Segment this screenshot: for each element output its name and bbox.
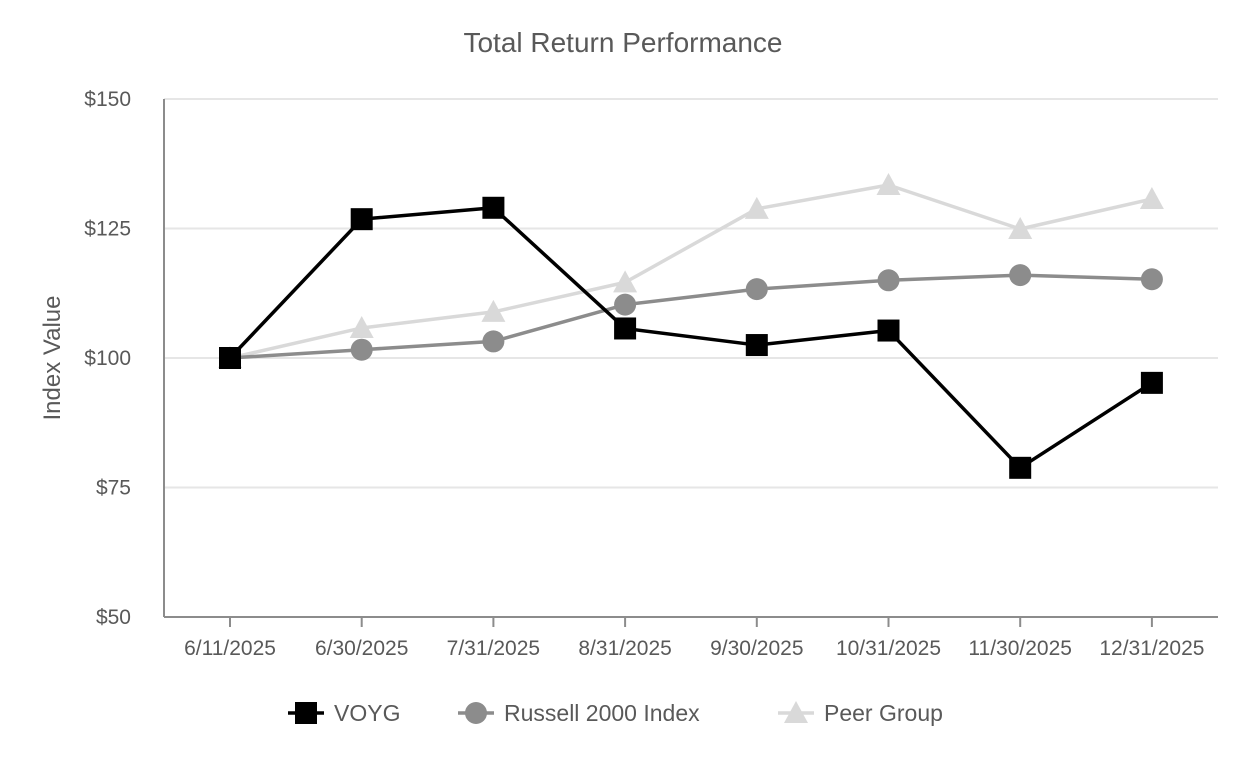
x-tick-label: 11/30/2025 bbox=[968, 637, 1072, 660]
data-point bbox=[1139, 186, 1164, 209]
legend-swatch-marker bbox=[465, 702, 487, 724]
data-point bbox=[744, 196, 769, 219]
series-lines bbox=[218, 172, 1164, 479]
y-tick-label: $100 bbox=[84, 347, 131, 370]
data-point bbox=[1008, 217, 1033, 240]
data-point bbox=[1140, 268, 1163, 291]
axes: $50 $75 $100 $125 $150 6/11/2025 6/30/2025 7/31… bbox=[84, 88, 1218, 660]
series-line bbox=[229, 273, 1152, 360]
legend-label: Peer Group bbox=[824, 700, 943, 726]
data-point bbox=[482, 196, 505, 219]
legend-label: VOYG bbox=[334, 700, 400, 726]
y-axis-title: Index Value bbox=[39, 296, 66, 421]
series-line bbox=[228, 206, 1153, 470]
legend-label: Russell 2000 Index bbox=[504, 700, 700, 726]
gridlines bbox=[164, 98, 1218, 489]
legend-swatch-marker bbox=[295, 702, 317, 724]
data-point bbox=[1009, 264, 1032, 287]
data-point bbox=[349, 315, 374, 338]
data-point bbox=[350, 208, 373, 231]
data-point bbox=[745, 334, 768, 357]
x-tick-label: 7/31/2025 bbox=[447, 637, 540, 660]
legend-item-russell-2000-index: Russell 2000 Index bbox=[458, 700, 700, 726]
series-line bbox=[229, 183, 1153, 360]
data-point bbox=[877, 269, 900, 292]
series-russell-2000-index bbox=[219, 264, 1163, 369]
x-tick-label: 6/30/2025 bbox=[315, 637, 408, 660]
x-tick-label: 9/30/2025 bbox=[710, 637, 803, 660]
data-point bbox=[614, 293, 637, 316]
data-point bbox=[876, 172, 901, 195]
series-voyg bbox=[219, 196, 1163, 479]
legend: VOYG Russell 2000 Index Peer Group bbox=[288, 700, 943, 726]
legend-swatch-marker bbox=[784, 701, 808, 723]
x-tick-label: 12/31/2025 bbox=[1099, 637, 1204, 660]
x-tick-label: 6/11/2025 bbox=[184, 637, 276, 660]
data-point bbox=[613, 270, 638, 293]
data-point bbox=[1140, 371, 1163, 394]
legend-item-peer-group: Peer Group bbox=[778, 700, 943, 726]
y-tick-label: $75 bbox=[96, 477, 131, 500]
x-tick-label: 8/31/2025 bbox=[578, 637, 671, 660]
data-point bbox=[350, 338, 373, 361]
data-point bbox=[1009, 456, 1032, 479]
series-peer-group bbox=[218, 172, 1164, 368]
y-tick-label: $125 bbox=[84, 218, 131, 241]
y-tick-label: $50 bbox=[96, 606, 131, 629]
y-tick-label: $150 bbox=[84, 88, 131, 111]
data-point bbox=[481, 299, 506, 322]
data-point bbox=[482, 330, 505, 353]
data-point bbox=[614, 317, 637, 340]
x-tick-label: 10/31/2025 bbox=[836, 637, 941, 660]
data-point bbox=[745, 278, 768, 301]
data-point bbox=[219, 347, 241, 369]
data-point bbox=[877, 319, 900, 342]
chart-title: Total Return Performance bbox=[463, 27, 782, 58]
legend-item-voyg: VOYG bbox=[288, 700, 400, 726]
